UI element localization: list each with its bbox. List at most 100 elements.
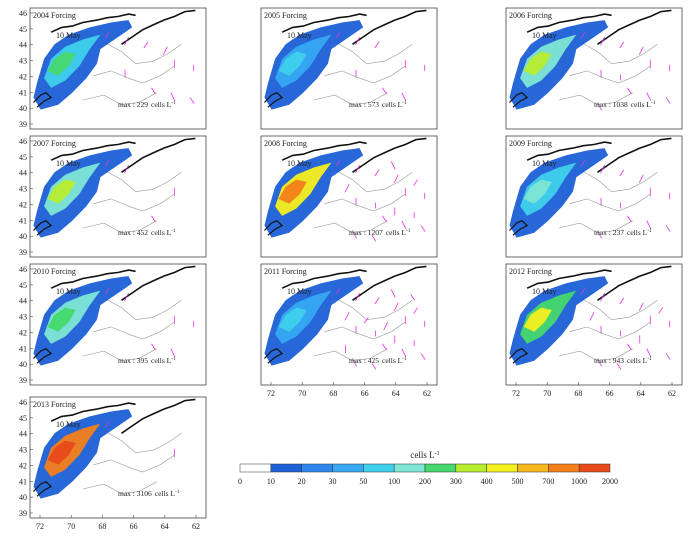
colorbar-tick-label: 200	[419, 477, 431, 486]
lat-tick-label: 39	[19, 248, 27, 257]
max-prefix: max :	[594, 100, 613, 109]
lat-tick-label: 42	[19, 461, 27, 470]
max-units-exp: -1	[175, 489, 180, 495]
max-prefix: max :	[349, 356, 368, 365]
max-units: cells L	[151, 100, 172, 109]
current-vector	[371, 234, 377, 242]
colorbar-segment	[517, 463, 549, 473]
lat-tick-label: 44	[19, 430, 27, 439]
colorbar: 0 10 20 30 50 100 200 300 400 500 700 1000 2000 cells…	[238, 450, 618, 486]
max-prefix: max :	[594, 228, 613, 237]
current-vector	[646, 348, 652, 357]
max-units-exp: -1	[171, 228, 176, 234]
current-vector	[104, 420, 110, 428]
panel-max-label: max : 229 cells L-1	[118, 100, 176, 109]
current-vector	[600, 164, 605, 174]
coastline-nova-scotia	[121, 137, 196, 173]
lat-tick-label: 42	[19, 200, 27, 209]
coastline-nova-scotia	[597, 265, 672, 301]
colorbar-segment	[363, 463, 395, 473]
colorbar-tick-label: 300	[450, 477, 462, 486]
current-vector	[401, 92, 407, 101]
lat-tick-label: 42	[19, 72, 27, 81]
map-panel-2011: 2011 Forcing 10 May max : 425 cells L-1 72 70…	[260, 263, 438, 398]
coastline-nova-scotia	[121, 9, 196, 45]
current-vector	[420, 225, 426, 232]
lat-tick-label: 45	[19, 414, 27, 423]
coastline-nova-scotia	[352, 137, 427, 173]
lat-tick-label: 41	[19, 344, 27, 353]
panel-title: 2010 Forcing	[33, 267, 76, 276]
current-vector	[143, 41, 149, 49]
current-vector	[355, 36, 360, 46]
current-vector	[413, 307, 418, 314]
colorbar-segment	[486, 463, 518, 473]
panel-max-label: max : 3106 cells L-1	[118, 489, 180, 498]
current-vector	[401, 348, 407, 357]
colorbar-tick-label: 2000	[602, 477, 618, 486]
colorbar-segment	[578, 463, 611, 473]
coastline	[281, 269, 367, 289]
coastline	[50, 269, 136, 289]
lat-tick-label: 45	[19, 281, 27, 290]
colorbar-segment	[455, 463, 487, 473]
max-units: cells L	[151, 228, 172, 237]
max-units-exp: -1	[647, 228, 652, 234]
bloom-outer	[33, 148, 133, 238]
colorbar-title: cells L-1	[410, 450, 439, 460]
current-vector	[393, 174, 399, 183]
lat-tick-label: 46	[19, 265, 27, 274]
current-vector	[151, 343, 156, 351]
lon-tick-label: 64	[161, 522, 169, 531]
max-value: 395	[137, 356, 149, 365]
max-value: 425	[368, 356, 380, 365]
current-vector	[371, 362, 377, 370]
max-units: cells L	[627, 356, 648, 365]
bathymetry-contour	[558, 220, 633, 234]
colorbar-segment	[270, 463, 302, 473]
panel-title: 2004 Forcing	[33, 11, 76, 20]
bloom-core	[47, 179, 76, 204]
map-panel-2012: 2012 Forcing 10 May max : 943 cells L-1 72 70…	[505, 263, 683, 398]
lon-tick-label: 68	[329, 389, 337, 398]
colorbar-tick-label: 1000	[571, 477, 587, 486]
lat-tick-label: 39	[19, 120, 27, 129]
current-vector	[646, 92, 652, 101]
bloom-core	[278, 179, 307, 204]
current-vector	[393, 302, 399, 311]
max-value: 237	[613, 228, 625, 237]
coastline	[50, 13, 136, 33]
bloom-outer	[509, 148, 609, 238]
panel-max-label: max : 943 cells L-1	[594, 356, 652, 365]
max-units: cells L	[386, 228, 407, 237]
bathymetry-contour	[82, 348, 157, 362]
bloom-outer	[264, 20, 364, 110]
current-vector	[619, 297, 625, 305]
lat-tick-label: 41	[19, 88, 27, 97]
panel-title: 2008 Forcing	[264, 139, 307, 148]
current-vector	[600, 292, 605, 302]
lat-tick-label: 46	[19, 398, 27, 407]
map-panel-2010: 2010 Forcing 10 May max : 395 cells L-1 46 45…	[19, 263, 207, 386]
current-vector	[401, 220, 407, 229]
current-vector	[580, 287, 586, 295]
map-panel-2005: 2005 Forcing 10 May max : 573 cells L-1	[260, 7, 438, 130]
colorbar-segment	[239, 463, 272, 473]
max-prefix: max :	[118, 228, 137, 237]
current-vector	[189, 97, 195, 104]
colorbar-segment	[548, 463, 580, 473]
max-value: 573	[368, 100, 380, 109]
coastline-cape-cod	[509, 347, 529, 364]
bathymetry-contour	[313, 92, 388, 106]
max-units: cells L	[155, 489, 176, 498]
panel-date: 10 May	[287, 159, 312, 168]
lon-tick-label: 72	[512, 389, 520, 398]
bathymetry-contour	[569, 193, 651, 212]
max-value: 1038	[613, 100, 628, 109]
current-vector	[658, 307, 663, 314]
lon-tick-label: 72	[36, 522, 44, 531]
colorbar-tick-label: 10	[267, 477, 275, 486]
current-vector	[104, 159, 110, 167]
bloom-outer	[509, 20, 609, 110]
coastline-cape-cod	[33, 91, 53, 108]
